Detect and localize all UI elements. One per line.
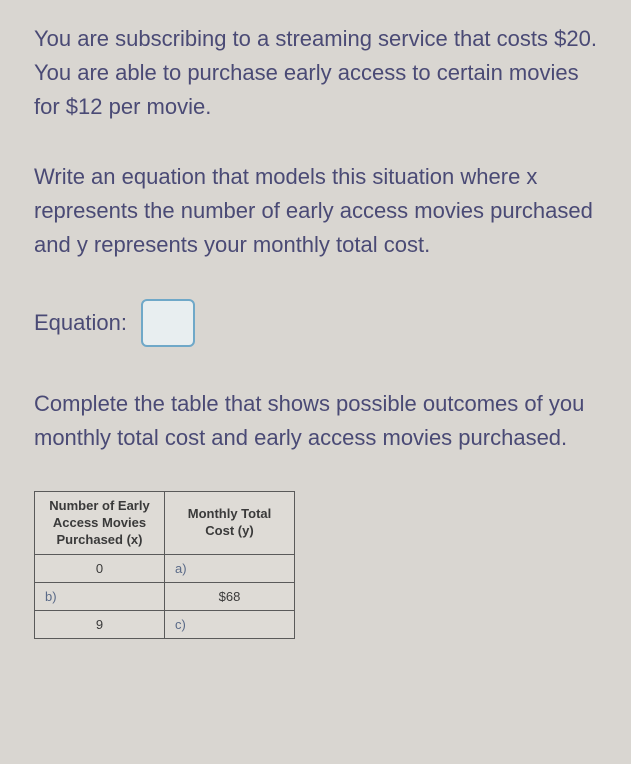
- cell-x-2: 9: [35, 611, 165, 639]
- cell-y-0-blank-a[interactable]: a): [165, 555, 295, 583]
- header-x: Number of Early Access Movies Purchased …: [35, 491, 165, 555]
- table-row: 0 a): [35, 555, 295, 583]
- cell-x-1-blank-b[interactable]: b): [35, 583, 165, 611]
- problem-context: You are subscribing to a streaming servi…: [34, 22, 603, 124]
- header-y: Monthly Total Cost (y): [165, 491, 295, 555]
- table-row: b) $68: [35, 583, 295, 611]
- equation-instruction: Write an equation that models this situa…: [34, 160, 603, 262]
- cell-x-0: 0: [35, 555, 165, 583]
- question-page: You are subscribing to a streaming servi…: [0, 0, 631, 661]
- table-header-row: Number of Early Access Movies Purchased …: [35, 491, 295, 555]
- cell-y-2-blank-c[interactable]: c): [165, 611, 295, 639]
- equation-label: Equation:: [34, 310, 127, 336]
- outcomes-table: Number of Early Access Movies Purchased …: [34, 491, 295, 640]
- cell-y-1: $68: [165, 583, 295, 611]
- table-instruction: Complete the table that shows possible o…: [34, 387, 603, 455]
- equation-input[interactable]: [141, 299, 195, 347]
- table-row: 9 c): [35, 611, 295, 639]
- equation-row: Equation:: [34, 299, 603, 347]
